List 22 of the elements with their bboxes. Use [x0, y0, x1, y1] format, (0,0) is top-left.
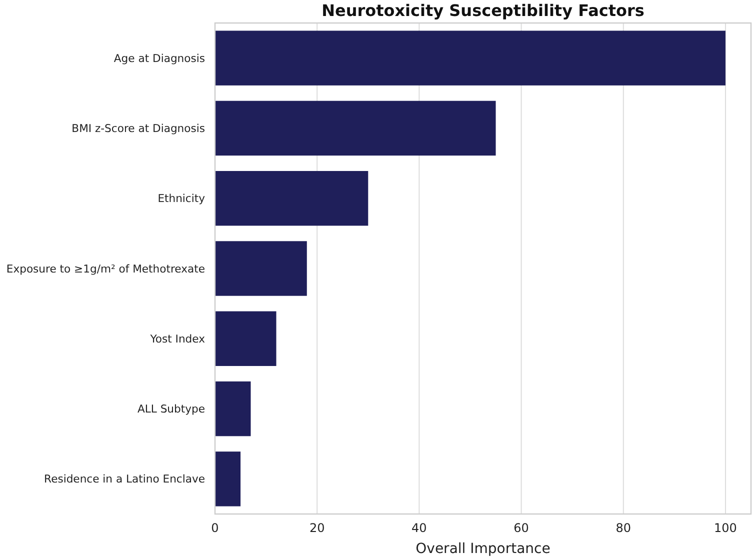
bar	[215, 30, 726, 86]
bar	[215, 100, 496, 156]
bar	[215, 452, 241, 506]
x-tick-label: 60	[514, 521, 529, 535]
x-tick-label: 0	[211, 521, 219, 535]
x-tick-label: 80	[616, 521, 632, 535]
y-tick-label: Yost Index	[149, 332, 206, 346]
chart-title: Neurotoxicity Susceptibility Factors	[322, 1, 644, 20]
bar	[215, 381, 251, 436]
bar	[215, 171, 368, 226]
bar	[215, 311, 276, 366]
x-axis-title: Overall Importance	[416, 541, 550, 557]
x-tick-label: 20	[309, 521, 325, 535]
y-tick-label: Exposure to ≥1g/m² of Methotrexate	[6, 262, 206, 276]
y-tick-label: Ethnicity	[158, 192, 206, 206]
y-tick-label: ALL Subtype	[137, 402, 206, 416]
y-tick-label: BMI z-Score at Diagnosis	[72, 122, 206, 135]
x-tick-label: 100	[714, 521, 737, 535]
y-tick-label: Age at Diagnosis	[114, 52, 206, 65]
x-tick-label: 40	[412, 521, 427, 535]
y-tick-label: Residence in a Latino Enclave	[44, 472, 206, 486]
bar	[215, 241, 307, 296]
